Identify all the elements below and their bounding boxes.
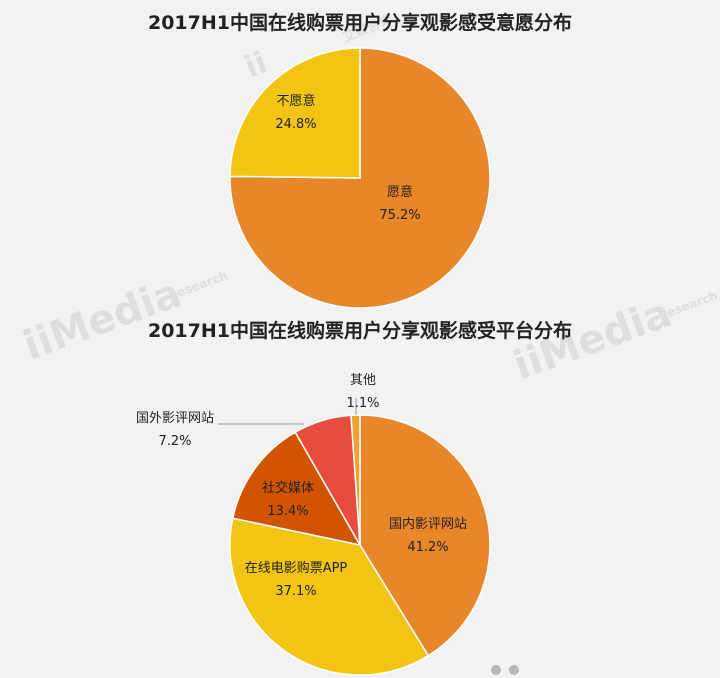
slice-label: 不愿意 (276, 93, 315, 109)
pie-slice (231, 431, 362, 547)
slice-label: 国外影评网站 (136, 411, 214, 426)
slice-value-label: 7.2% (158, 434, 191, 449)
slice-label: 在线电影购票APP (245, 560, 348, 576)
chart-2: 2017H1中国在线购票用户分享观影感受平台分布 国内影评网站 41.2% 在线电影… (136, 319, 572, 676)
slice-label: 愿意 (387, 184, 413, 200)
slice-value-label: 1.1% (346, 396, 379, 411)
pie-slice (359, 414, 491, 657)
pager-dot[interactable] (509, 665, 519, 675)
pie-slice (229, 517, 430, 676)
chart-2-title: 2017H1中国在线购票用户分享观影感受平台分布 (148, 319, 572, 342)
chart-1-labels: 愿意 75.2% 不愿意 24.8% (275, 93, 420, 223)
pie-slice (229, 47, 361, 179)
slice-value-label: 13.4% (267, 504, 308, 519)
pager-dot[interactable] (491, 665, 501, 675)
svg-text:Research: Research (656, 288, 719, 322)
slice-value-label: 75.2% (379, 208, 420, 223)
slice-label: 社交媒体 (262, 480, 314, 496)
chart-2-labels: 国内影评网站 41.2% 在线电影购票APP 37.1% 社交媒体 13.4% 国外影评网站… (136, 373, 467, 599)
slice-label: 国内影评网站 (389, 516, 467, 532)
svg-text:Research: Research (166, 268, 229, 302)
chart-1: 2017H1中国在线购票用户分享观影感受意愿分布 愿意 75.2% 不愿意 24.8% (148, 11, 572, 309)
slice-value-label: 41.2% (407, 540, 448, 555)
watermark-logo-middle: iiMedia Research (18, 268, 230, 369)
chart-1-pie (229, 47, 491, 309)
slice-value-label: 24.8% (275, 117, 316, 132)
slice-label: 其他 (350, 373, 376, 388)
pie-slice (350, 414, 361, 546)
chart-1-title: 2017H1中国在线购票用户分享观影感受意愿分布 (148, 11, 572, 34)
pager-dots (491, 665, 519, 675)
slice-value-label: 37.1% (275, 584, 316, 599)
svg-text:ii: ii (240, 45, 272, 85)
chart-2-pie (229, 414, 491, 676)
pie-slice (229, 47, 491, 309)
